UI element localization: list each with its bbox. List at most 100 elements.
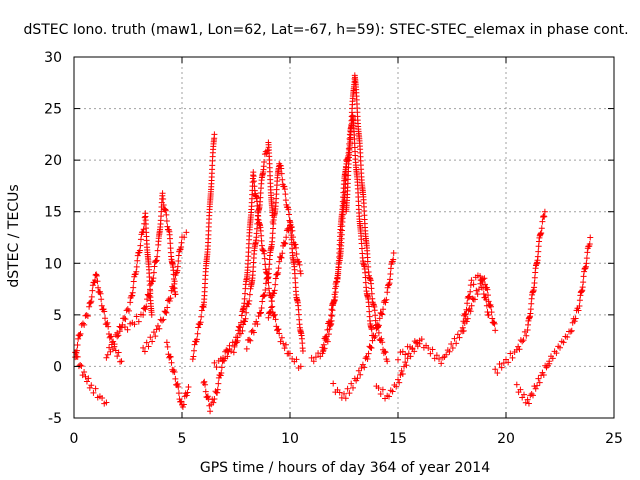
data-point	[483, 296, 490, 303]
data-point	[519, 338, 526, 345]
data-point	[282, 191, 289, 198]
data-point	[376, 315, 383, 322]
data-point	[230, 349, 237, 356]
data-point	[265, 314, 272, 321]
data-point	[538, 230, 545, 237]
data-point	[262, 280, 269, 287]
data-point	[389, 388, 396, 395]
data-point	[79, 320, 86, 327]
data-point	[167, 295, 174, 302]
data-point	[107, 348, 114, 355]
data-point	[92, 385, 99, 392]
data-point	[213, 364, 220, 371]
data-point	[535, 248, 542, 255]
data-point	[281, 240, 288, 247]
data-point	[146, 292, 153, 299]
data-point	[297, 270, 304, 277]
data-point	[524, 396, 531, 403]
data-point	[330, 300, 337, 307]
data-point	[329, 312, 336, 319]
data-point	[124, 326, 131, 333]
data-point	[375, 323, 382, 330]
data-point	[104, 351, 111, 358]
data-point	[482, 294, 489, 301]
data-point	[258, 305, 265, 312]
data-point	[490, 319, 497, 326]
data-series-track	[189, 135, 218, 363]
data-point	[267, 309, 274, 316]
data-point	[261, 158, 268, 165]
data-point	[264, 274, 271, 281]
data-point	[136, 247, 143, 254]
data-point	[278, 334, 285, 341]
data-series-track	[343, 72, 390, 363]
data-point	[278, 165, 285, 172]
data-point	[271, 287, 278, 294]
data-point	[579, 284, 586, 291]
data-point	[375, 329, 382, 336]
data-point	[509, 354, 516, 361]
data-point	[372, 312, 379, 319]
data-point	[159, 190, 166, 197]
data-series-track	[72, 353, 108, 407]
data-point	[261, 291, 268, 298]
data-point	[210, 399, 217, 406]
data-point	[245, 301, 252, 308]
data-point	[521, 391, 527, 398]
data-point	[183, 229, 190, 236]
data-point	[281, 186, 288, 193]
data-point	[141, 214, 148, 221]
data-point	[531, 274, 538, 281]
data-series-track	[140, 234, 188, 355]
data-point	[375, 384, 382, 391]
data-point	[368, 326, 375, 333]
data-point	[164, 343, 171, 350]
data-point	[331, 291, 338, 298]
data-point	[144, 296, 151, 303]
x-tick-label: 0	[70, 431, 79, 447]
data-point	[464, 315, 471, 322]
data-point	[238, 319, 245, 326]
data-point	[496, 361, 503, 368]
data-point	[484, 286, 491, 293]
data-point	[184, 389, 191, 396]
data-point	[86, 384, 93, 391]
data-point	[250, 329, 257, 336]
data-point	[568, 327, 575, 334]
data-point	[473, 287, 480, 294]
data-point	[532, 385, 539, 392]
data-point	[81, 368, 88, 375]
data-point	[235, 323, 242, 330]
data-point	[492, 366, 499, 373]
data-point	[95, 284, 102, 291]
data-point	[131, 321, 138, 328]
data-point	[438, 360, 445, 367]
data-point	[541, 213, 548, 220]
data-point	[90, 389, 97, 396]
data-point	[416, 340, 423, 347]
data-point	[448, 340, 455, 347]
data-point	[528, 300, 535, 307]
data-point	[141, 348, 148, 355]
data-point	[194, 336, 200, 343]
data-point	[334, 278, 341, 285]
data-series-track	[373, 339, 421, 402]
data-point	[164, 223, 171, 230]
data-point	[330, 300, 337, 307]
data-point	[354, 375, 361, 382]
data-point	[175, 390, 182, 397]
data-point	[93, 272, 100, 279]
data-point	[281, 345, 288, 352]
data-point	[243, 345, 250, 352]
data-point	[310, 358, 317, 365]
data-point	[83, 312, 90, 319]
data-point	[163, 339, 170, 346]
data-point	[467, 282, 474, 289]
y-axis-label: dSTEC / TECUs	[6, 184, 22, 287]
data-point	[390, 256, 397, 263]
data-point	[462, 310, 469, 317]
data-point	[538, 225, 545, 232]
data-point	[99, 394, 106, 401]
data-point	[152, 333, 159, 340]
data-point	[202, 388, 209, 395]
